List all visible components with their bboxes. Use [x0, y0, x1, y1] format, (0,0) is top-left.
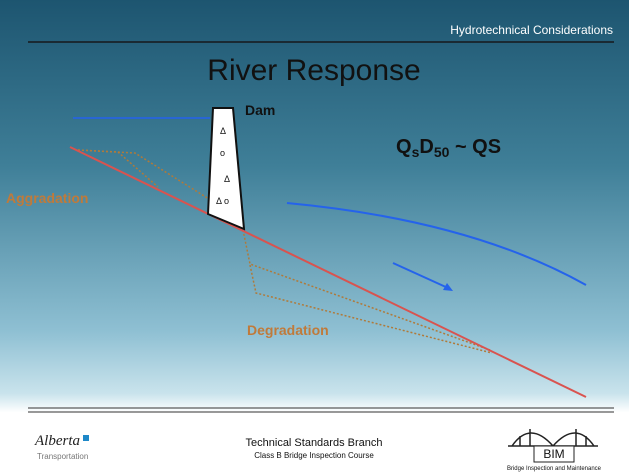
water-surface: [286, 202, 587, 286]
logo-name: Alberta: [34, 433, 80, 449]
river-bed: [69, 146, 587, 398]
dam-fill: Δ: [220, 126, 226, 136]
aggradation-label: Aggradation: [6, 190, 88, 206]
dam-fill: Δ o: [216, 196, 229, 206]
dam-fill: Δ: [224, 174, 230, 184]
formula: QsD50 ~ QS: [396, 136, 501, 160]
formula-part: s: [412, 144, 420, 160]
section-title: Hydrotechnical Considerations: [450, 23, 613, 37]
badge-sub: Bridge Inspection and Maintenance: [507, 466, 602, 472]
formula-part: Q: [396, 136, 412, 158]
flow-arrow: [392, 262, 449, 289]
logo-mark: [83, 435, 89, 441]
formula-part: ~ QS: [449, 136, 501, 158]
degradation-profile: [242, 229, 491, 351]
degradation-label: Degradation: [247, 322, 329, 338]
formula-part: 50: [434, 144, 450, 160]
badge: BIM: [543, 447, 564, 461]
dam-label: Dam: [245, 102, 275, 118]
formula-part: D: [419, 136, 433, 158]
aggradation-profile: [77, 149, 210, 200]
degradation-profile: [249, 264, 493, 354]
flow-arrowhead: [443, 283, 453, 291]
dam: [206, 107, 246, 231]
dam-fill: o: [220, 148, 225, 158]
footer-line1: Technical Standards Branch: [246, 437, 383, 449]
slide-title: River Response: [207, 54, 420, 87]
badge-box: [533, 445, 575, 463]
footer-line2: Class B Bridge Inspection Course: [254, 451, 374, 460]
logo-sub: Transportation: [37, 452, 88, 461]
